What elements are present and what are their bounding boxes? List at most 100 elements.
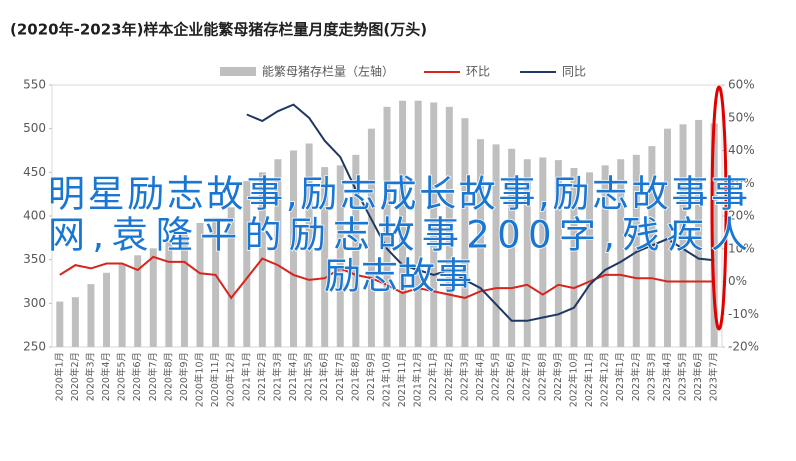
bar [180,230,188,347]
x-tick-label: 2021年2月 [256,352,268,401]
x-tick-label: 2023年2月 [630,352,642,401]
bar [539,157,547,347]
x-tick-label: 2020年5月 [116,352,128,401]
bar [461,118,469,347]
bar [430,102,438,347]
x-tick-label: 2020年2月 [69,352,81,401]
x-tick-label: 2022年6月 [505,352,517,401]
x-tick-label: 2021年1月 [240,352,252,401]
x-tick-label: 2022年7月 [521,352,533,401]
bar [212,217,220,347]
legend-label: 同比 [562,65,586,79]
y-tick-label: 500 [23,121,46,135]
bar [274,159,282,347]
bar [492,144,500,347]
y2-tick-label: 20% [728,209,755,223]
x-tick-label: 2020年10月 [194,352,206,407]
legend-label: 能繁母猪存栏量（左轴） [262,64,394,79]
y2-tick-label: 0% [728,274,747,288]
chart-title: (2020年-2023年)样本企业能繁母猪存栏量月度走势图(万头) [10,21,427,39]
bar [414,100,422,347]
y2-tick-label: 60% [728,78,755,92]
x-tick-label: 2020年1月 [53,352,65,401]
bar [290,150,298,347]
x-tick-label: 2020年12月 [225,352,237,407]
bar [445,106,453,347]
bar [134,255,142,347]
x-tick-label: 2021年11月 [396,352,408,407]
bar [103,272,111,347]
x-tick-label: 2021年5月 [303,352,315,401]
y-tick-label: 400 [23,209,46,223]
x-tick-label: 2022年1月 [427,352,439,401]
bar [149,248,157,347]
bar [570,167,578,347]
x-tick-label: 2022年5月 [490,352,502,401]
bar [87,284,95,347]
overlay-text: 明星励志故事,励志成长故事,励志故事事 [48,173,748,216]
x-tick-label: 2021年7月 [334,352,346,401]
bar [617,159,625,347]
bar [523,159,531,347]
bar [321,167,329,347]
x-tick-label: 2022年3月 [458,352,470,401]
x-tick-label: 2023年1月 [614,352,626,401]
bar [601,165,609,347]
bar [56,301,64,347]
y-tick-label: 450 [23,165,46,179]
x-tick-label: 2020年8月 [162,352,174,401]
x-tick-label: 2023年7月 [708,352,720,401]
annotation-ellipse [710,85,728,331]
x-tick-label: 2021年3月 [271,352,283,401]
x-tick-label: 2022年2月 [443,352,455,401]
y2-tick-label: 10% [728,241,755,255]
bar [399,100,407,347]
overlay-text: 网,袁隆平的励志故事200字,残疾人 [48,214,748,257]
bar [305,143,313,347]
bar [196,222,204,347]
bar [710,123,718,347]
x-tick-label: 2022年8月 [536,352,548,401]
bar [165,240,173,347]
y2-tick-label: 50% [728,110,755,124]
x-tick-label: 2020年11月 [209,352,221,407]
bar [71,297,79,347]
x-tick-label: 2022年10月 [567,352,579,407]
y2-tick-label: -20% [728,340,759,354]
x-tick-label: 2021年9月 [365,352,377,401]
x-tick-label: 2023年5月 [677,352,689,401]
x-tick-label: 2020年3月 [84,352,96,401]
y-tick-label: 300 [23,296,46,310]
x-tick-label: 2023年3月 [645,352,657,401]
bar [508,148,516,347]
bar [227,207,235,347]
bar [118,264,126,347]
x-tick-label: 2021年10月 [381,352,393,407]
x-tick-label: 2022年12月 [599,352,611,407]
x-tick-label: 2021年8月 [349,352,361,401]
x-tick-label: 2020年7月 [147,352,159,401]
x-tick-label: 2020年9月 [178,352,190,401]
x-tick-label: 2020年4月 [100,352,112,401]
y-tick-label: 550 [23,78,46,92]
bar [352,154,360,347]
line-2 [246,103,715,322]
bar [383,106,391,347]
x-tick-label: 2020年6月 [131,352,143,401]
overlay-text: 励志故事 [324,255,472,298]
x-tick-label: 2021年4月 [287,352,299,401]
y2-tick-label: 40% [728,143,755,157]
legend-label: 环比 [466,65,490,79]
bar [243,181,251,347]
x-tick-label: 2022年9月 [552,352,564,401]
bar [367,128,375,347]
y-tick-label: 350 [23,252,46,266]
bar [679,124,687,347]
bar [554,160,562,347]
bar [695,119,703,347]
y2-tick-label: 30% [728,176,755,190]
x-tick-label: 2023年4月 [661,352,673,401]
y-tick-label: 250 [23,340,46,354]
x-tick-label: 2021年6月 [318,352,330,401]
